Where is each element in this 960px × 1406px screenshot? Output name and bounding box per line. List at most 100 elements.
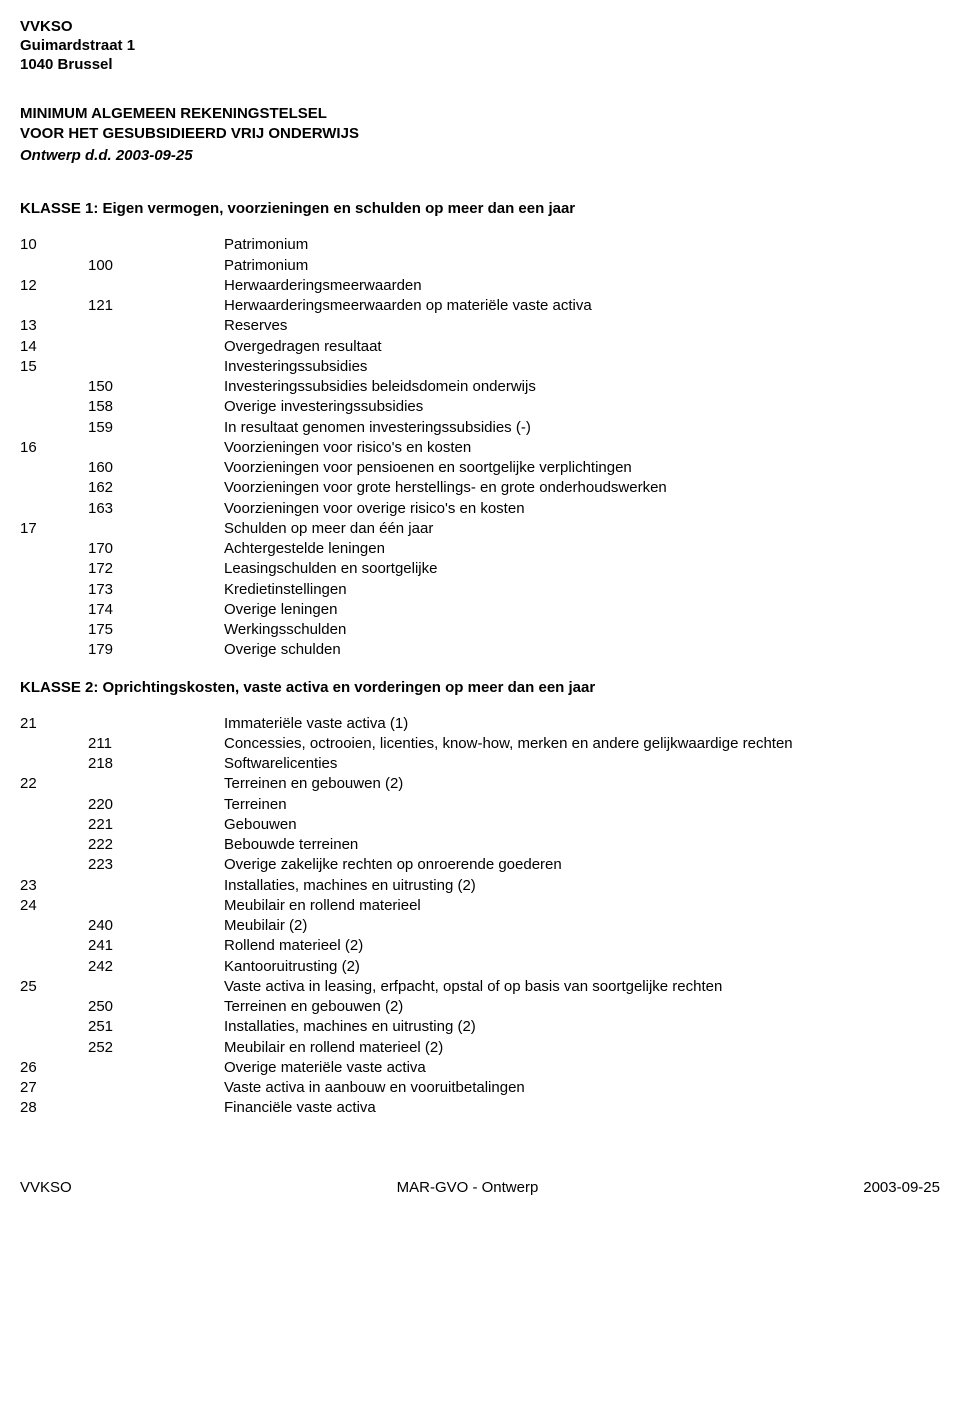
account-sub-code: 174 bbox=[88, 600, 224, 620]
title-line-1: MINIMUM ALGEMEEN REKENINGSTELSEL bbox=[20, 104, 940, 124]
account-main-code: 13 bbox=[20, 316, 88, 336]
account-label: Meubilair en rollend materieel (2) bbox=[224, 1038, 940, 1058]
account-main-code bbox=[20, 559, 88, 579]
account-label: Gebouwen bbox=[224, 815, 940, 835]
account-label: Voorzieningen voor pensioenen en soortge… bbox=[224, 458, 940, 478]
account-label: Immateriële vaste activa (1) bbox=[224, 714, 940, 734]
account-row: 220Terreinen bbox=[20, 795, 940, 815]
account-sub-code: 218 bbox=[88, 754, 224, 774]
account-label: Overige schulden bbox=[224, 640, 940, 660]
footer-right: 2003-09-25 bbox=[863, 1179, 940, 1196]
account-sub-code bbox=[88, 519, 224, 539]
account-main-code bbox=[20, 795, 88, 815]
account-main-code: 22 bbox=[20, 774, 88, 794]
account-sub-code: 223 bbox=[88, 855, 224, 875]
account-main-code: 21 bbox=[20, 714, 88, 734]
account-row: 15Investeringssubsidies bbox=[20, 357, 940, 377]
account-sub-code bbox=[88, 316, 224, 336]
account-sub-code: 173 bbox=[88, 580, 224, 600]
account-row: 174Overige leningen bbox=[20, 600, 940, 620]
account-main-code bbox=[20, 580, 88, 600]
account-main-code: 26 bbox=[20, 1058, 88, 1078]
account-main-code: 17 bbox=[20, 519, 88, 539]
account-sub-code: 242 bbox=[88, 957, 224, 977]
account-row: 211Concessies, octrooien, licenties, kno… bbox=[20, 734, 940, 754]
account-label: In resultaat genomen investeringssubsidi… bbox=[224, 418, 940, 438]
account-main-code bbox=[20, 855, 88, 875]
account-row: 16Voorzieningen voor risico's en kosten bbox=[20, 438, 940, 458]
account-label: Kantooruitrusting (2) bbox=[224, 957, 940, 977]
account-main-code bbox=[20, 754, 88, 774]
account-sub-code bbox=[88, 977, 224, 997]
account-label: Vaste activa in leasing, erfpacht, opsta… bbox=[224, 977, 940, 997]
account-row: 26 Overige materiële vaste activa bbox=[20, 1058, 940, 1078]
footer-left: VVKSO bbox=[20, 1179, 72, 1196]
account-row: 158Overige investeringssubsidies bbox=[20, 397, 940, 417]
account-sub-code: 170 bbox=[88, 539, 224, 559]
account-row: 159In resultaat genomen investeringssubs… bbox=[20, 418, 940, 438]
account-main-code bbox=[20, 377, 88, 397]
account-label: Rollend materieel (2) bbox=[224, 936, 940, 956]
account-row: 10 Patrimonium bbox=[20, 235, 940, 255]
account-row: 241Rollend materieel (2) bbox=[20, 936, 940, 956]
account-sub-code bbox=[88, 1058, 224, 1078]
account-label: Voorzieningen voor grote herstellings- e… bbox=[224, 478, 940, 498]
account-label: Overige zakelijke rechten op onroerende … bbox=[224, 855, 940, 875]
account-label: Leasingschulden en soortgelijke bbox=[224, 559, 940, 579]
account-sub-code: 220 bbox=[88, 795, 224, 815]
account-row: 242Kantooruitrusting (2) bbox=[20, 957, 940, 977]
account-main-code bbox=[20, 734, 88, 754]
account-label: Overige materiële vaste activa bbox=[224, 1058, 940, 1078]
account-sub-code: 222 bbox=[88, 835, 224, 855]
document-title: MINIMUM ALGEMEEN REKENINGSTELSEL VOOR HE… bbox=[20, 104, 940, 143]
title-line-2: VOOR HET GESUBSIDIEERD VRIJ ONDERWIJS bbox=[20, 124, 940, 144]
account-main-code bbox=[20, 1038, 88, 1058]
account-main-code: 27 bbox=[20, 1078, 88, 1098]
account-label: Meubilair (2) bbox=[224, 916, 940, 936]
account-sub-code: 221 bbox=[88, 815, 224, 835]
account-main-code bbox=[20, 936, 88, 956]
account-row: 173Kredietinstellingen bbox=[20, 580, 940, 600]
account-label: Bebouwde terreinen bbox=[224, 835, 940, 855]
account-main-code bbox=[20, 600, 88, 620]
klasse-2-rows: 21 Immateriële vaste activa (1)211Concess… bbox=[20, 714, 940, 1119]
account-row: 14 Overgedragen resultaat bbox=[20, 337, 940, 357]
account-row: 121Herwaarderingsmeerwaarden op materiël… bbox=[20, 296, 940, 316]
account-row: 179Overige schulden bbox=[20, 640, 940, 660]
account-row: 163Voorzieningen voor overige risico's e… bbox=[20, 499, 940, 519]
account-label: Concessies, octrooien, licenties, know-h… bbox=[224, 734, 940, 754]
account-sub-code bbox=[88, 235, 224, 255]
account-row: 223Overige zakelijke rechten op onroeren… bbox=[20, 855, 940, 875]
account-row: 218Softwarelicenties bbox=[20, 754, 940, 774]
account-label: Schulden op meer dan één jaar bbox=[224, 519, 940, 539]
account-main-code bbox=[20, 640, 88, 660]
account-label: Financiële vaste activa bbox=[224, 1098, 940, 1118]
account-row: 221Gebouwen bbox=[20, 815, 940, 835]
account-sub-code: 158 bbox=[88, 397, 224, 417]
account-sub-code: 159 bbox=[88, 418, 224, 438]
account-sub-code: 250 bbox=[88, 997, 224, 1017]
account-main-code bbox=[20, 815, 88, 835]
account-main-code: 23 bbox=[20, 876, 88, 896]
document-date: Ontwerp d.d. 2003-09-25 bbox=[20, 147, 940, 164]
account-main-code: 10 bbox=[20, 235, 88, 255]
account-main-code bbox=[20, 458, 88, 478]
account-main-code bbox=[20, 296, 88, 316]
org-name: VVKSO bbox=[20, 18, 940, 37]
account-main-code bbox=[20, 418, 88, 438]
account-label: Patrimonium bbox=[224, 235, 940, 255]
page-footer: VVKSO MAR-GVO - Ontwerp 2003-09-25 bbox=[20, 1179, 940, 1196]
account-main-code: 14 bbox=[20, 337, 88, 357]
account-label: Achtergestelde leningen bbox=[224, 539, 940, 559]
account-label: Terreinen en gebouwen (2) bbox=[224, 774, 940, 794]
account-sub-code: 175 bbox=[88, 620, 224, 640]
klasse-2-heading: KLASSE 2: Oprichtingskosten, vaste activ… bbox=[20, 679, 940, 696]
account-sub-code: 121 bbox=[88, 296, 224, 316]
account-label: Overige investeringssubsidies bbox=[224, 397, 940, 417]
account-label: Overgedragen resultaat bbox=[224, 337, 940, 357]
account-label: Kredietinstellingen bbox=[224, 580, 940, 600]
account-main-code bbox=[20, 478, 88, 498]
account-sub-code: 252 bbox=[88, 1038, 224, 1058]
account-sub-code: 150 bbox=[88, 377, 224, 397]
account-label: Herwaarderingsmeerwaarden bbox=[224, 276, 940, 296]
